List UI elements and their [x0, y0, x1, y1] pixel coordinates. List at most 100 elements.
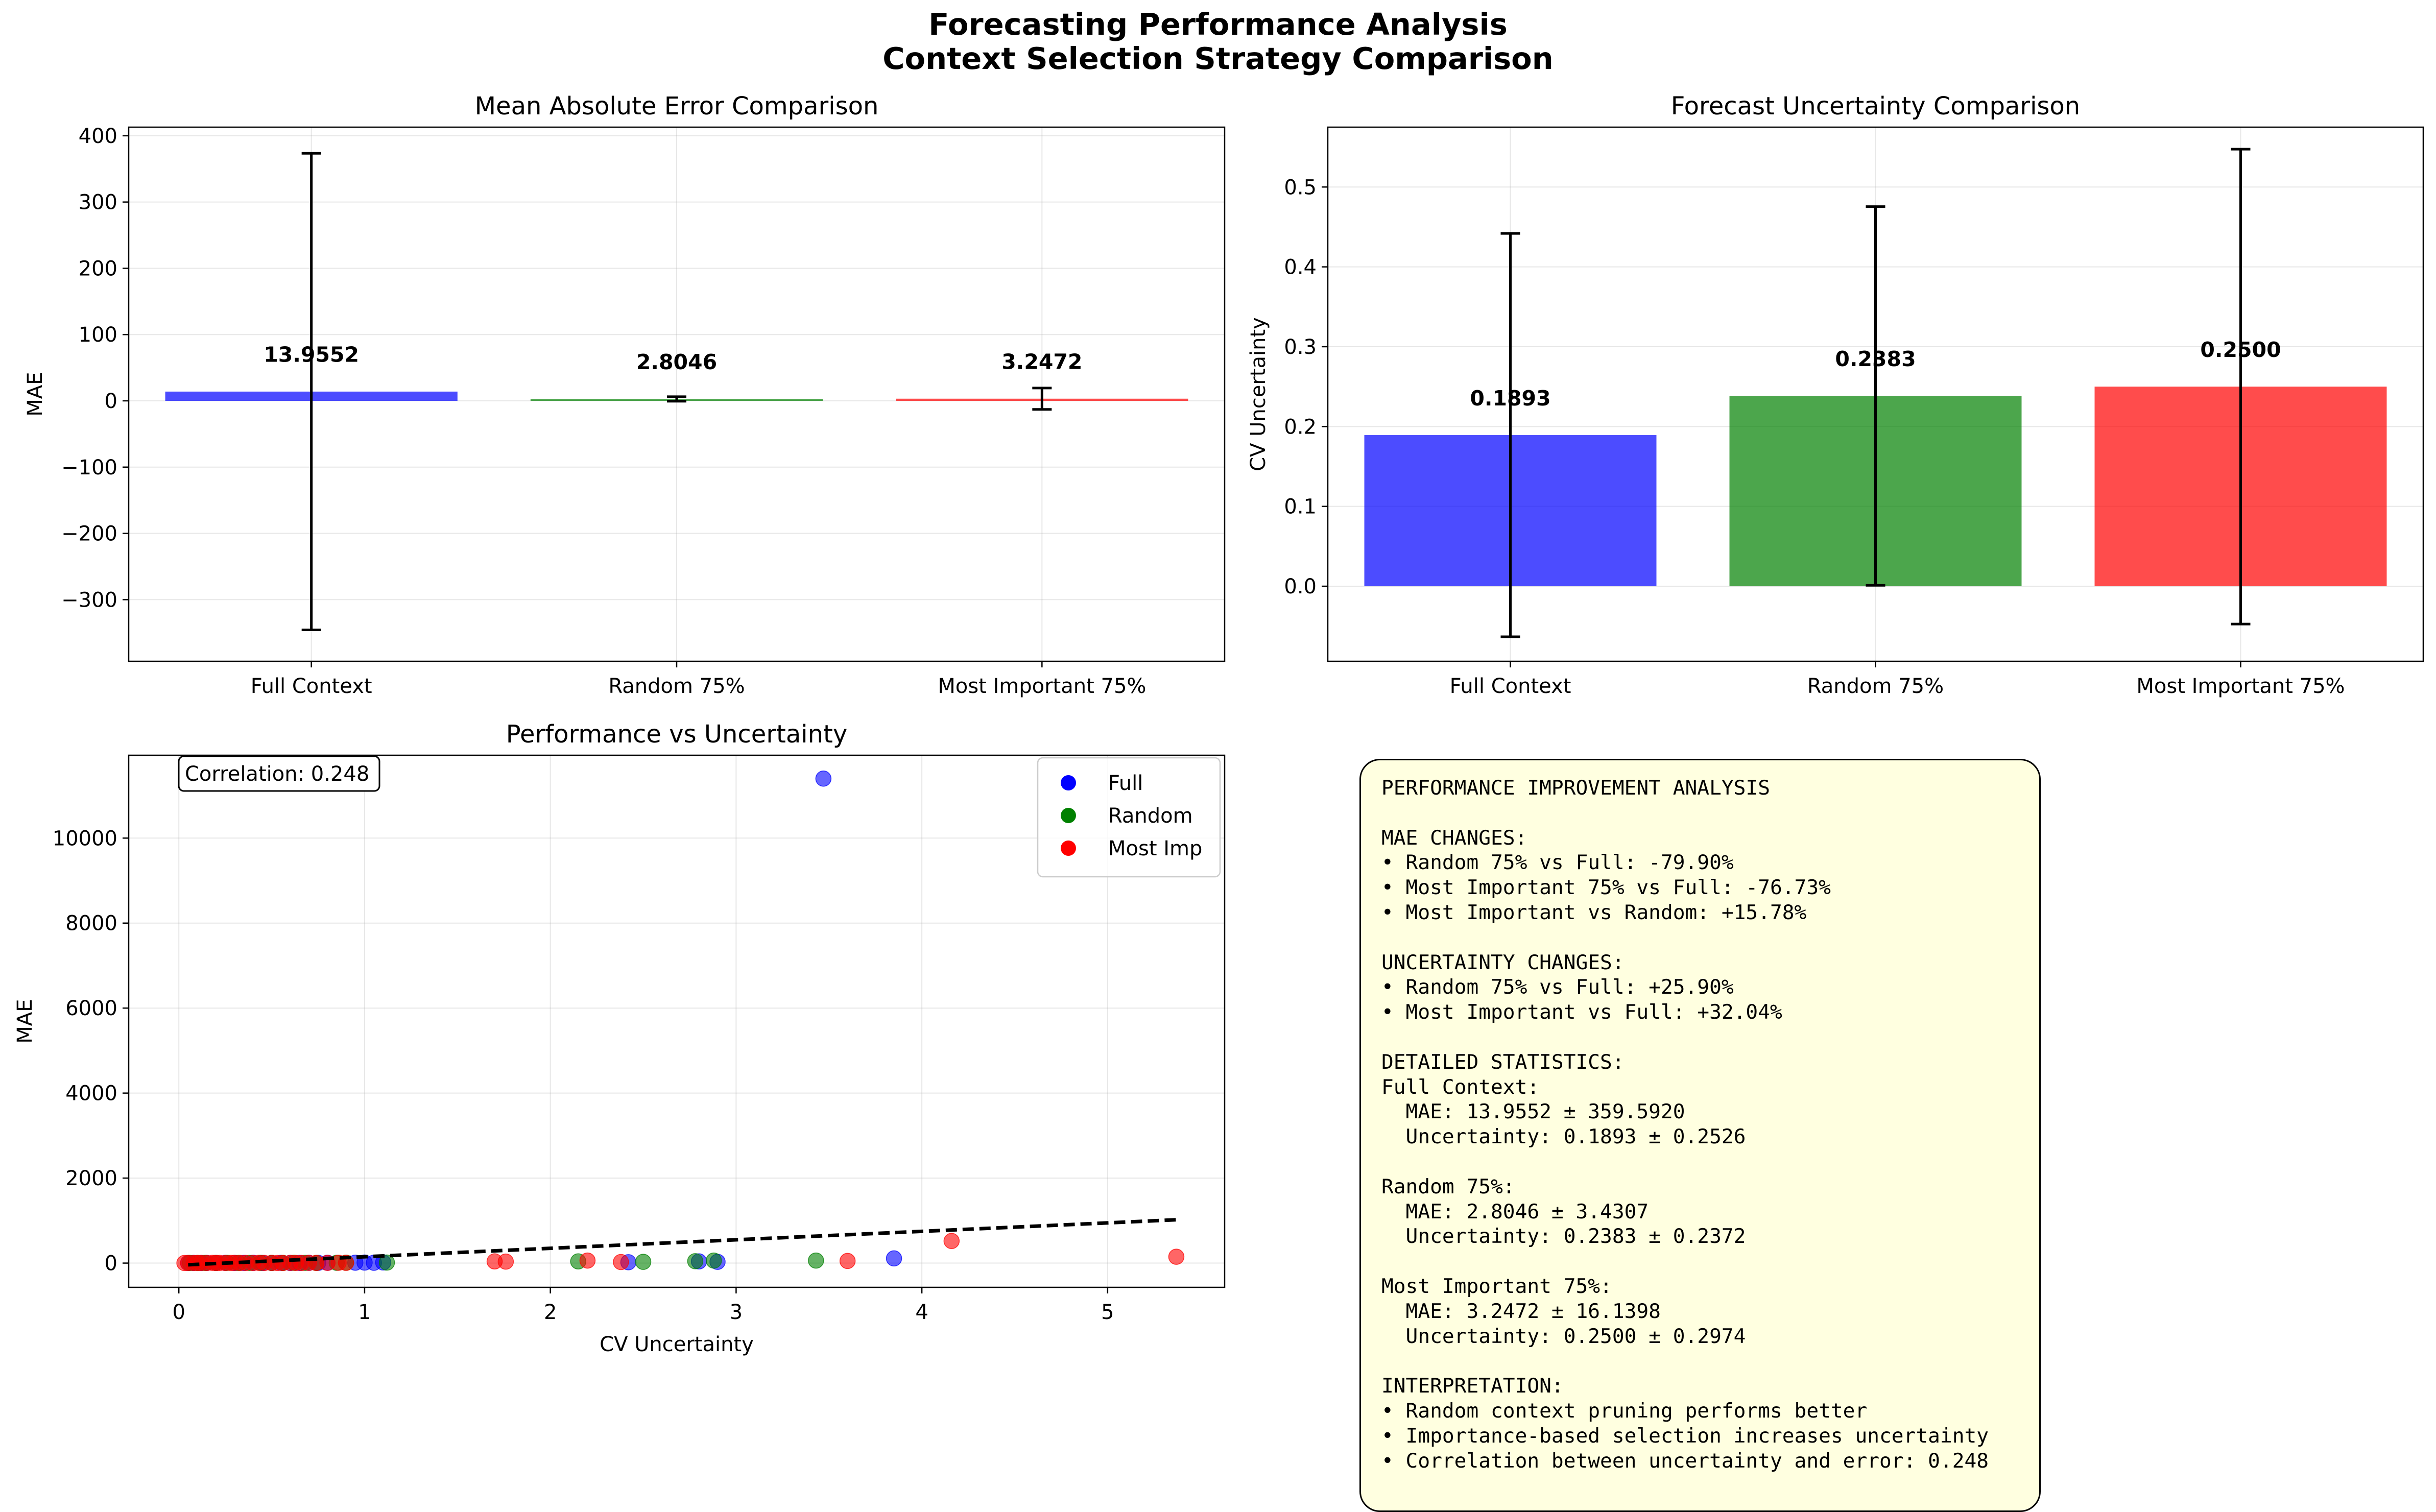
analysis-line: • Random 75% vs Full: +25.90%: [1381, 975, 1734, 999]
scatter-point-most-imp: [613, 1254, 629, 1270]
x-tick-label: Most Important 75%: [938, 675, 1146, 698]
blank-line: [1381, 1249, 2019, 1274]
y-tick-label: 300: [79, 191, 117, 214]
analysis-line: DETAILED STATISTICS:: [1381, 1050, 1625, 1074]
scatter-point-random: [705, 1252, 722, 1269]
x-tick-label: 0: [172, 1301, 185, 1324]
bar-value-label: 0.1893: [1470, 386, 1550, 411]
correlation-box: [178, 755, 380, 792]
uncertainty-bar-chart: 0.1893 0.2383 0.2500 0.0 0.1 0.2 0.3 0.4 0.5 Full…: [1247, 92, 2424, 698]
bar-value-label: 0.2383: [1835, 347, 1916, 371]
analysis-line: Uncertainty: 0.2500 ± 0.2974: [1381, 1324, 1746, 1348]
scatter-point-most-imp: [839, 1253, 856, 1269]
analysis-line: MAE: 13.9552 ± 359.5920: [1381, 1100, 1685, 1124]
y-tick-label: 0.0: [1284, 575, 1317, 598]
y-tick-label: 400: [79, 125, 117, 148]
legend-marker-full: [1061, 775, 1076, 790]
legend-marker-most-imp: [1061, 841, 1076, 856]
blank-line: [1381, 1349, 2019, 1374]
scatter-point-random: [808, 1252, 824, 1269]
y-tick-label: 2000: [65, 1167, 117, 1190]
analysis-line: • Random context pruning performs better: [1381, 1399, 1868, 1423]
scatter-point-most-imp: [497, 1253, 514, 1270]
legend-label: Random: [1108, 804, 1193, 828]
analysis-line: Random 75%:: [1381, 1174, 1515, 1198]
legend-marker-random: [1061, 808, 1076, 823]
x-tick-label: Full Context: [1450, 675, 1571, 698]
y-tick-label: −100: [61, 456, 117, 479]
analysis-line: • Correlation between uncertainty and er…: [1381, 1449, 1989, 1473]
blank-line: [1381, 801, 2019, 826]
analysis-line: MAE: 3.2472 ± 16.1398: [1381, 1299, 1661, 1323]
mae-bar-chart: 13.9552 2.8046 3.2472 −300 −200 −100 0 100 200 30…: [23, 92, 1226, 698]
scatter-point-full: [815, 771, 832, 787]
analysis-line: Most Important 75%:: [1381, 1274, 1612, 1298]
y-tick-label: −200: [61, 522, 117, 546]
x-tick-label: 1: [358, 1301, 371, 1324]
scatter-point-full: [886, 1250, 902, 1267]
y-tick-label: 0.1: [1284, 495, 1317, 519]
legend-label: Full: [1108, 772, 1143, 795]
y-tick-label: 0.2: [1284, 415, 1317, 439]
y-axis-label: MAE: [13, 999, 37, 1043]
bar-value-label: 13.9552: [264, 343, 359, 367]
y-tick-label: 0.4: [1284, 256, 1317, 279]
chart-title: Forecast Uncertainty Comparison: [1671, 92, 2080, 121]
y-tick-label: −300: [61, 588, 117, 612]
scatter-point-most-imp: [943, 1233, 960, 1250]
plot-area-frame: [128, 754, 1226, 1288]
analysis-line: • Most Important vs Random: +15.78%: [1381, 900, 1807, 924]
scatter-point-most-imp: [1168, 1249, 1185, 1265]
bar-value-label: 3.2472: [1001, 349, 1082, 374]
y-tick-label: 0.3: [1284, 335, 1317, 359]
figure-title-line2: Context Selection Strategy Comparison: [882, 41, 1553, 76]
y-tick-label: 10000: [53, 827, 117, 850]
legend-label: Most Imp: [1108, 837, 1202, 860]
y-tick-label: 4000: [65, 1082, 117, 1106]
y-tick-label: 0: [105, 1252, 117, 1276]
y-axis-label: CV Uncertainty: [1247, 317, 1270, 471]
figure-title-line1: Forecasting Performance Analysis: [928, 7, 1508, 42]
analysis-line: Full Context:: [1381, 1075, 1540, 1099]
scatter-point-random: [687, 1253, 704, 1269]
y-tick-label: 6000: [65, 997, 117, 1020]
analysis-line: PERFORMANCE IMPROVEMENT ANALYSIS: [1381, 776, 1770, 800]
x-tick-label: 5: [1101, 1301, 1114, 1324]
analysis-line: Uncertainty: 0.1893 ± 0.2526: [1381, 1125, 1746, 1149]
bar-value-label: 2.8046: [636, 350, 717, 374]
x-tick-label: 3: [730, 1301, 743, 1324]
correlation-annotation: Correlation: 0.248: [185, 762, 369, 786]
y-tick-label: 100: [79, 323, 117, 347]
analysis-line: • Most Important 75% vs Full: -76.73%: [1381, 876, 1831, 900]
analysis-line: Uncertainty: 0.2383 ± 0.2372: [1381, 1225, 1746, 1249]
y-axis-label: MAE: [23, 372, 47, 416]
blank-line: [1381, 1149, 2019, 1174]
blank-line: [1381, 1025, 2019, 1050]
analysis-line: MAE CHANGES:: [1381, 826, 1527, 850]
scatter-point-random: [378, 1254, 395, 1271]
y-tick-label: 200: [79, 257, 117, 280]
bar-value-label: 0.2500: [2200, 338, 2281, 362]
x-tick-label: Random 75%: [608, 675, 745, 698]
analysis-line: • Random 75% vs Full: -79.90%: [1381, 851, 1734, 875]
x-tick-label: Most Important 75%: [2136, 675, 2345, 698]
analysis-line: INTERPRETATION:: [1381, 1374, 1564, 1398]
scatter-point-random: [635, 1254, 652, 1270]
analysis-line: UNCERTAINTY CHANGES:: [1381, 950, 1625, 974]
chart-title: Performance vs Uncertainty: [506, 720, 848, 749]
x-tick-label: 4: [915, 1301, 928, 1324]
y-tick-label: 0: [105, 390, 117, 413]
performance-scatter-chart: 0 2000 4000 6000 8000 10000 0 1 2 3 4 5 Performance …: [13, 720, 1226, 1356]
analysis-line: MAE: 2.8046 ± 3.4307: [1381, 1199, 1649, 1223]
trend-line: [188, 1218, 1177, 1267]
scatter-point-most-imp: [579, 1252, 596, 1269]
x-tick-label: Full Context: [251, 675, 372, 698]
analysis-line: • Most Important vs Full: +32.04%: [1381, 1000, 1782, 1024]
x-tick-label: Random 75%: [1807, 675, 1944, 698]
y-tick-label: 8000: [65, 912, 117, 935]
y-tick-label: 0.5: [1284, 176, 1317, 199]
legend-box: [1037, 757, 1221, 878]
blank-line: [1381, 925, 2019, 950]
chart-title: Mean Absolute Error Comparison: [475, 92, 879, 121]
